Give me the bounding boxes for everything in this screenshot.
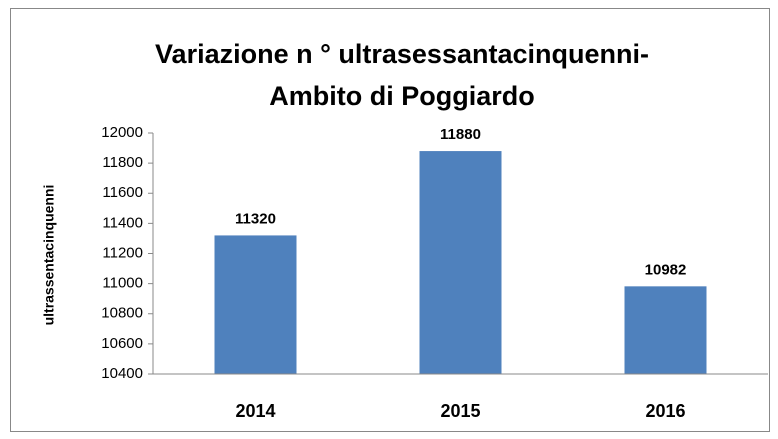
y-tick-label: 11800 <box>102 154 143 171</box>
y-tick-label: 11400 <box>102 214 143 231</box>
x-tick-label: 2014 <box>235 401 275 421</box>
x-tick-label: 2016 <box>645 401 685 421</box>
y-tick-label: 11000 <box>102 275 143 292</box>
data-label: 11880 <box>440 126 481 143</box>
y-tick-label: 12000 <box>101 124 143 141</box>
y-tick-label: 11200 <box>102 244 143 261</box>
chart-title: Variazione n ° ultrasessantacinquenni- <box>155 39 649 69</box>
x-tick-label: 2015 <box>440 401 480 421</box>
y-tick-label: 10400 <box>101 365 143 382</box>
chart-title: Ambito di Poggiardo <box>269 81 534 111</box>
y-tick-label: 11600 <box>102 184 143 201</box>
bar <box>624 286 707 374</box>
bar <box>214 235 297 374</box>
data-label: 10982 <box>645 261 687 278</box>
data-label: 11320 <box>235 210 276 227</box>
bar <box>419 151 502 374</box>
y-tick-label: 10800 <box>101 305 143 322</box>
y-axis-label: ultrassentacinquenni <box>41 185 57 326</box>
y-tick-label: 10600 <box>101 335 143 352</box>
